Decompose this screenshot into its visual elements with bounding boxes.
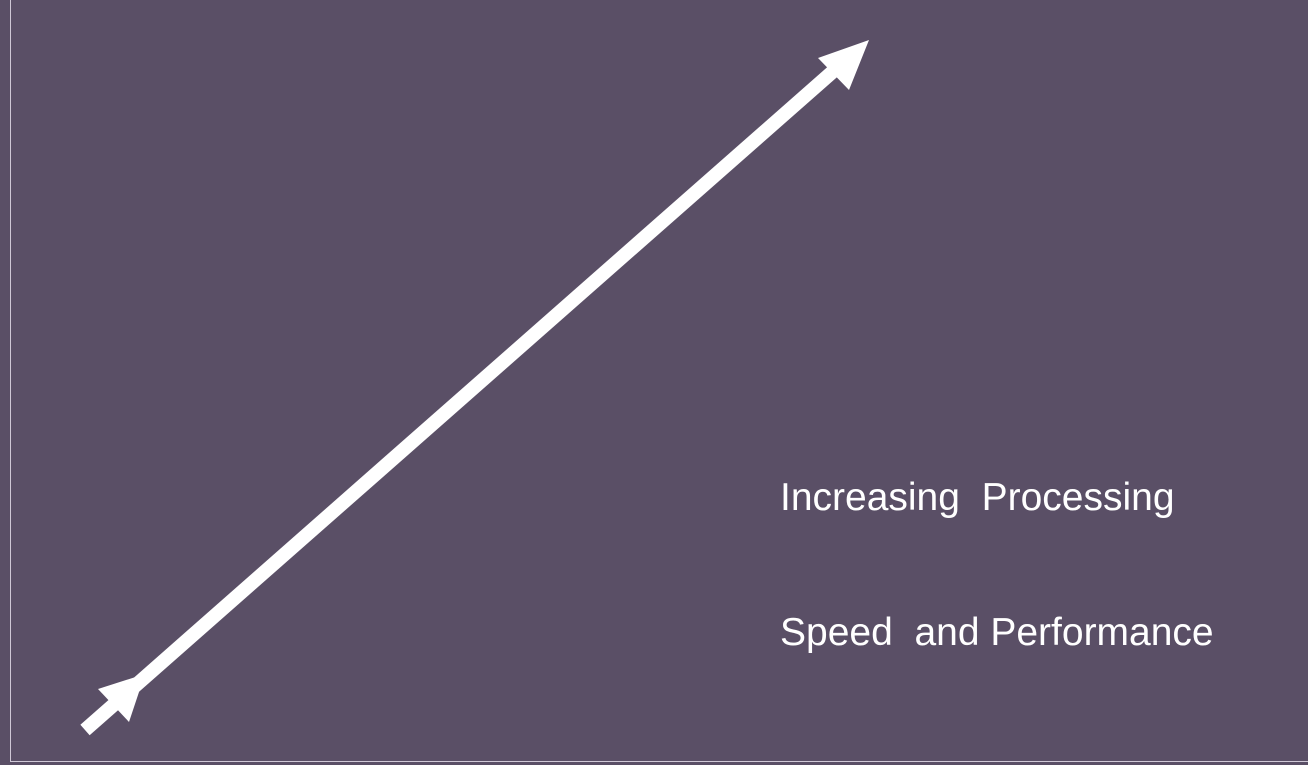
caption-line-1: Increasing Processing (780, 476, 1175, 519)
arrow-head-top (818, 40, 869, 90)
caption-text: Increasing Processing Speed and Performa… (780, 385, 1214, 745)
caption-line-2: Speed and Performance (780, 611, 1214, 654)
arrow-shaft (80, 61, 843, 736)
frame-bottom-border (10, 761, 1308, 762)
arrow-head-bottom (98, 674, 145, 722)
frame-left-border (10, 0, 11, 761)
